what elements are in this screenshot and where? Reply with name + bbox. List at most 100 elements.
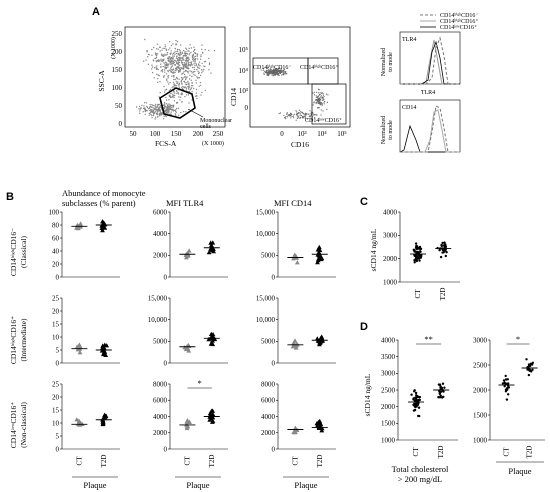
- y-tick-label: 10: [52, 333, 60, 341]
- data-point: [529, 369, 532, 372]
- y-tick-label: 20: [52, 393, 60, 401]
- plot-mfi-tlr4-nonclassical: 8000 6000 4000 2000 0 CT T2D *: [153, 378, 228, 467]
- data-point: [413, 261, 416, 264]
- data-point: [101, 221, 107, 226]
- data-point: [319, 428, 325, 433]
- data-point: [415, 398, 418, 401]
- svg-text:10³: 10³: [239, 87, 248, 95]
- data-point: [315, 247, 321, 252]
- y-tick-label: 2000: [153, 429, 168, 437]
- mononuclear-gate: [159, 87, 196, 119]
- data-point: [437, 396, 440, 399]
- plot-d-plaque: 3000 2500 2000 1500 1000 CT T2D *: [473, 334, 545, 458]
- svg-text:10³: 10³: [297, 130, 306, 138]
- flow-plot-ssc-fcs: Mononuclear cells SSC-A (X 1000) 250 200…: [97, 26, 232, 148]
- y-tick-label: 4000: [381, 336, 396, 344]
- y-tick-label: 6000: [153, 208, 168, 216]
- data-point: [438, 390, 441, 393]
- y-tick-label: 25: [52, 294, 60, 302]
- data-point: [100, 227, 105, 233]
- d-ylabel: sCD14 ng/mL: [363, 373, 372, 416]
- y-tick-label: 0: [164, 445, 168, 453]
- svg-text:250: 250: [112, 30, 123, 38]
- y-tick-label: 15: [52, 320, 60, 328]
- svg-text:TLR4: TLR4: [421, 90, 435, 96]
- data-point: [525, 358, 528, 361]
- svg-text:Plaque: Plaque: [186, 480, 209, 490]
- svg-text:to mode: to mode: [388, 52, 394, 72]
- data-point: [295, 342, 300, 347]
- data-point: [531, 361, 534, 364]
- cd16-axis-label: CD16: [291, 140, 309, 149]
- svg-text:CD14ʰⁱᵍʰCD16⁺: CD14ʰⁱᵍʰCD16⁺: [9, 316, 18, 364]
- d-caption-right: Plaque: [508, 466, 531, 476]
- y-tick-label: 2500: [473, 361, 488, 369]
- fcs-axis-label: FCS-A: [155, 139, 177, 148]
- data-point: [187, 419, 192, 424]
- svg-text:200: 200: [193, 130, 204, 138]
- data-point: [412, 403, 416, 407]
- y-tick-label: 1000: [473, 436, 488, 444]
- data-point: [443, 241, 446, 244]
- data-point: [415, 259, 418, 262]
- plot-abundance-intermediate: 25 20 15 10 5 0: [52, 294, 120, 367]
- data-point: [417, 406, 421, 409]
- data-point: [529, 362, 532, 365]
- y-tick-label: 8000: [261, 380, 276, 388]
- data-point: [75, 225, 81, 231]
- data-point: [418, 395, 421, 399]
- y-tick-label: 100: [49, 208, 60, 216]
- gate-label-1: Mononuclear: [200, 118, 232, 124]
- svg-text:150: 150: [112, 66, 123, 74]
- data-point: [208, 240, 214, 245]
- data-point: [505, 398, 509, 401]
- svg-text:50: 50: [130, 130, 138, 138]
- x-category-label: CT: [414, 289, 422, 299]
- svg-text:CD14ʰⁱᵍʰCD16⁻: CD14ʰⁱᵍʰCD16⁻: [9, 228, 18, 276]
- y-tick-label: 5: [56, 346, 60, 354]
- significance-marker: **: [424, 334, 433, 344]
- data-point: [77, 350, 83, 355]
- data-point: [410, 393, 413, 396]
- y-tick-label: 0: [56, 359, 60, 367]
- x-category-label: T2D: [439, 288, 447, 301]
- ssc-axis-label: SSC-A: [97, 70, 106, 92]
- data-point: [504, 382, 507, 385]
- data-point: [527, 363, 531, 366]
- y-tick-label: 2500: [381, 386, 396, 394]
- histogram-legend: CD14ʰⁱᵍʰCD16⁻ CD14ʰⁱᵍʰCD16⁺ CD14ˡᵒʷCD16⁺: [420, 11, 479, 31]
- data-point: [186, 248, 192, 253]
- data-point: [319, 334, 325, 339]
- y-tick-label: 20: [52, 260, 60, 268]
- data-point: [441, 396, 444, 399]
- plot-abundance-nonclassical: 25 20 15 10 5 0 CT T2D: [52, 380, 120, 467]
- y-tick-label: 6000: [153, 397, 168, 405]
- flow-plot-cd14-cd16: CD14ʰⁱᵍʰCD16⁻ CD14ʰⁱᵍʰCD16⁺ CD14ˡᵒʷCD16⁺…: [229, 26, 351, 149]
- y-tick-label: 2000: [261, 429, 276, 437]
- data-point: [416, 403, 419, 406]
- significance-marker: *: [516, 334, 520, 344]
- ssc-ticks: 250 200 150 100 50 0: [112, 30, 123, 128]
- data-point: [413, 390, 416, 393]
- data-point: [441, 248, 444, 251]
- y-tick-label: 0: [56, 445, 60, 453]
- data-point: [504, 374, 507, 378]
- y-tick-label: 4000: [153, 413, 168, 421]
- svg-text:10⁴: 10⁴: [239, 67, 249, 75]
- y-tick-label: 6000: [261, 397, 276, 405]
- svg-text:CD14ˡᵒʷCD16⁺: CD14ˡᵒʷCD16⁺: [440, 24, 477, 31]
- data-point: [502, 379, 506, 382]
- data-point: [104, 343, 110, 348]
- y-tick-label: 10,000: [256, 316, 276, 324]
- svg-text:(Intermediate): (Intermediate): [19, 318, 28, 361]
- svg-text:0: 0: [280, 130, 284, 138]
- svg-text:0: 0: [119, 120, 123, 128]
- data-point: [443, 386, 446, 389]
- data-point: [418, 259, 421, 262]
- y-tick-label: 3000: [381, 370, 396, 378]
- data-point: [416, 247, 419, 251]
- data-point: [531, 368, 534, 371]
- data-point: [413, 254, 416, 258]
- col-title-cd14: MFI CD14: [274, 198, 312, 208]
- data-point: [101, 224, 107, 229]
